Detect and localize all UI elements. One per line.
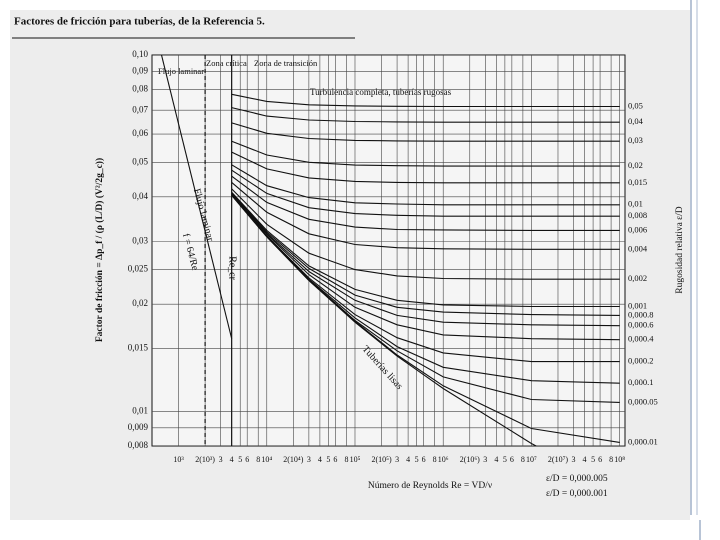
series-label: 0,05 <box>628 100 643 110</box>
x-tick-label: 3 <box>219 455 223 464</box>
series-label: 0,000.2 <box>628 356 654 366</box>
x-tick-label: 8 <box>344 455 348 464</box>
y-tick-label: 0,09 <box>132 65 148 75</box>
zone-label: Zona de transición <box>254 58 318 68</box>
x-tick-label: 3 <box>307 455 311 464</box>
series-label: 0,01 <box>628 199 643 209</box>
y-tick-label: 0,05 <box>132 156 148 166</box>
x-tick-label: 10⁷ <box>526 455 537 464</box>
x-tick-label: 2(10⁷) <box>548 455 568 464</box>
y-tick-label: 0,07 <box>132 104 148 114</box>
y-tick-label: 0,03 <box>132 235 148 245</box>
chart-title: Factores de fricción para tuberías, de l… <box>14 16 265 28</box>
x-tick-label: 6 <box>245 455 249 464</box>
x-tick-label: 2(10⁵) <box>371 455 391 464</box>
friction-curve <box>231 151 620 184</box>
series-label: 0,015 <box>628 177 647 187</box>
series-label: 0,04 <box>628 116 644 126</box>
friction-curve <box>231 193 620 341</box>
x-tick-label: 8 <box>609 455 613 464</box>
x-tick-label: 8 <box>521 455 525 464</box>
series-label: 0,02 <box>628 160 643 170</box>
y-tick-label: 0,04 <box>132 191 148 201</box>
friction-curve <box>231 192 620 316</box>
friction-curve <box>231 164 620 206</box>
y-tick-label: 0,015 <box>128 343 149 353</box>
series-label: 0,000.01 <box>628 436 658 446</box>
y2-axis-label: Rugosidad relativa ε/D <box>675 206 685 293</box>
x-tick-label: 2(10³) <box>195 455 215 464</box>
x-tick-label: 6 <box>422 455 426 464</box>
friction-curve <box>231 181 620 250</box>
x-tick-label: 10⁴ <box>261 455 272 464</box>
friction-curve <box>231 188 620 280</box>
y-tick-label: 0,009 <box>128 422 149 432</box>
series-label: 0,000.8 <box>628 309 654 319</box>
y-tick-label: 0,01 <box>132 406 148 416</box>
x-tick-label: 5 <box>503 455 507 464</box>
y-axis-label: Factor de fricción = Δp_f / (ρ (L/D) (V²… <box>94 158 105 342</box>
zone-label: Zona crítica <box>206 58 247 68</box>
x-tick-label: 10³ <box>173 455 184 464</box>
laminar-line <box>160 55 233 339</box>
friction-curve <box>231 93 620 108</box>
x-tick-label: 4 <box>230 455 234 464</box>
x-tick-label: 4 <box>583 455 587 464</box>
y-tick-label: 0,06 <box>132 128 148 138</box>
x-tick-label: 4 <box>494 455 498 464</box>
series-label: 0,002 <box>628 273 647 283</box>
y-tick-label: 0,10 <box>132 49 148 59</box>
series-label: 0,006 <box>628 224 647 234</box>
series-label: 0,03 <box>628 135 643 145</box>
x-tick-label: 2(10⁶) <box>460 455 480 464</box>
y-tick-label: 0,025 <box>128 264 149 274</box>
series-label: 0,000.1 <box>628 377 654 387</box>
friction-curve <box>231 107 620 123</box>
friction-curve <box>231 140 620 167</box>
x-tick-label: 5 <box>415 455 419 464</box>
x-tick-label: 6 <box>598 455 602 464</box>
friction-curve <box>231 122 620 142</box>
series-label: 0,000.4 <box>628 334 654 344</box>
x-tick-label: 10⁵ <box>350 455 361 464</box>
x-tick-label: 6 <box>333 455 337 464</box>
x-tick-label: 4 <box>406 455 410 464</box>
series-label: 0,000.6 <box>628 320 654 330</box>
x-tick-label: 3 <box>395 455 399 464</box>
series-label: 0,001 <box>628 300 647 310</box>
friction-curve <box>231 175 620 231</box>
friction-curve <box>231 169 620 217</box>
x-axis-label: Número de Reynolds Re = VD/ν <box>368 481 493 491</box>
annotation: ε/D = 0,000.001 <box>546 489 608 499</box>
friction-curve <box>231 191 620 308</box>
x-tick-label: 8 <box>433 455 437 464</box>
x-tick-label: 5 <box>591 455 595 464</box>
series-label: 0,000.05 <box>628 396 658 406</box>
x-tick-label: 6 <box>510 455 514 464</box>
x-tick-label: 2(10⁴) <box>283 455 303 464</box>
x-tick-label: 4 <box>318 455 322 464</box>
x-tick-label: 5 <box>326 455 330 464</box>
series-label: 0,004 <box>628 243 648 253</box>
y-tick-label: 0,008 <box>128 440 149 450</box>
x-tick-label: 8 <box>256 455 260 464</box>
y-tick-label: 0,08 <box>132 84 148 94</box>
x-tick-label: 3 <box>572 455 576 464</box>
x-tick-label: 10⁸ <box>614 455 625 464</box>
annotation: Turbulencia completa, tuberías rugosas <box>310 87 452 97</box>
x-tick-label: 5 <box>238 455 242 464</box>
friction-curve <box>231 193 620 327</box>
series-label: 0,008 <box>628 210 647 220</box>
friction-curve <box>231 194 538 446</box>
x-tick-label: 3 <box>483 455 487 464</box>
zone-label: Flujo laminar <box>158 66 204 76</box>
plot-content <box>152 55 625 446</box>
x-tick-label: 10⁶ <box>438 455 449 464</box>
plot-frame <box>151 54 626 447</box>
annotation: ε/D = 0,000.005 <box>546 474 608 484</box>
y-tick-label: 0,02 <box>132 298 148 308</box>
